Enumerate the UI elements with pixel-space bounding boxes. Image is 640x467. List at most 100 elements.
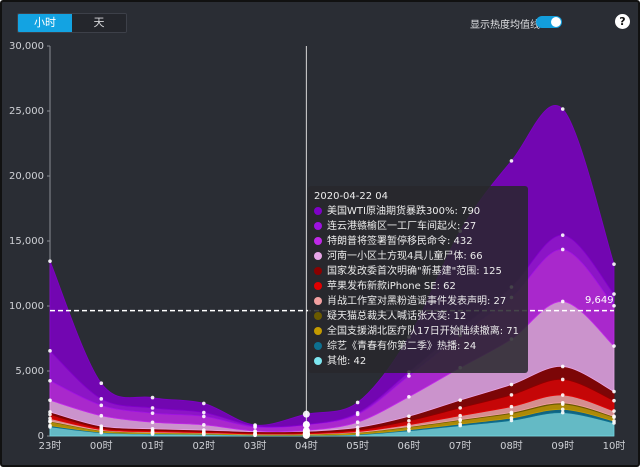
x-tick-label: 02时 <box>192 440 215 452</box>
data-point <box>458 417 462 422</box>
series-color-dot <box>314 207 322 215</box>
y-tick-label: 10,000 <box>9 301 44 312</box>
series-color-dot <box>314 357 322 365</box>
tooltip-row-label: 疑天猫总裁夫人喊话张大奕: 12 <box>327 311 467 322</box>
data-point <box>560 364 565 369</box>
series-color-dot <box>314 342 322 350</box>
x-tick-label: 07时 <box>449 440 472 452</box>
data-point <box>560 407 565 412</box>
data-point <box>612 419 616 423</box>
data-point <box>509 393 514 397</box>
data-point <box>302 410 310 418</box>
series-color-dot <box>314 312 322 320</box>
data-point <box>355 420 360 425</box>
x-tick-label: 08时 <box>500 440 523 452</box>
data-point <box>509 382 514 387</box>
data-point <box>302 420 310 428</box>
data-point <box>355 425 360 430</box>
tooltip-rows: 美国WTI原油期货暴跌300%: 790 连云港赣榆区一工厂车间起火: 27 特朗普… <box>314 204 522 369</box>
x-tick-label: 05时 <box>346 440 369 452</box>
data-point <box>150 420 155 425</box>
data-point <box>509 404 514 409</box>
data-point <box>407 422 411 427</box>
data-point <box>560 233 565 237</box>
tab-hour[interactable]: 小时 <box>18 14 72 32</box>
data-point <box>560 299 565 304</box>
data-point <box>202 414 206 419</box>
data-point <box>612 414 616 419</box>
tooltip-row: 全国支援湖北医疗队17日开始陆续撤离: 71 <box>314 324 522 339</box>
x-tick-label: 09时 <box>551 440 574 452</box>
tooltip-row: 美国WTI原油期货暴跌300%: 790 <box>314 204 522 219</box>
tab-day[interactable]: 天 <box>72 14 126 32</box>
data-point <box>48 412 52 417</box>
data-point <box>612 409 616 413</box>
data-point <box>560 107 565 111</box>
data-point <box>253 423 257 427</box>
data-point <box>458 398 462 402</box>
series-color-dot <box>314 327 322 335</box>
tooltip-row-label: 美国WTI原油期货暴跌300%: 790 <box>327 206 481 217</box>
series-color-dot <box>314 252 322 260</box>
tooltip-row: 肖战工作室对黑粉造谣事件发表声明: 27 <box>314 294 522 309</box>
tooltip-row-label: 特朗普将签署暂停移民命令: 432 <box>327 236 473 247</box>
data-point <box>99 403 104 408</box>
tooltip-title: 2020-04-22 04 <box>314 191 389 202</box>
data-point <box>560 247 565 252</box>
data-point <box>150 395 155 400</box>
data-point <box>355 411 360 415</box>
tooltip-row: 特朗普将签署暂停移民命令: 432 <box>314 234 522 249</box>
data-point <box>560 401 565 405</box>
data-point <box>612 303 616 308</box>
help-icon[interactable]: ? <box>615 14 630 29</box>
data-point <box>612 262 616 266</box>
x-tick-label: 23时 <box>39 440 62 452</box>
data-point <box>407 374 411 378</box>
data-point <box>99 413 104 418</box>
tooltip-row-label: 连云港赣榆区一工厂车间起火: 27 <box>327 221 477 232</box>
data-point <box>99 397 104 401</box>
data-point <box>253 429 257 433</box>
series-color-dot <box>314 237 322 245</box>
data-point <box>407 414 411 419</box>
data-point <box>99 424 104 428</box>
data-point <box>509 416 514 420</box>
tooltip-row-label: 肖战工作室对黑粉造谣事件发表声明: 27 <box>327 296 507 307</box>
tooltip-row-label: 苹果发布新款iPhone SE: 62 <box>327 281 456 292</box>
tooltip-row: 连云港赣榆区一工厂车间起火: 27 <box>314 219 522 234</box>
tooltip-row: 其他: 42 <box>314 354 522 369</box>
data-point <box>48 410 52 414</box>
tooltip-row-label: 国家发改委首次明确"新基建"范围: 125 <box>327 266 502 277</box>
data-point <box>407 394 411 399</box>
tooltip-row: 国家发改委首次明确"新基建"范围: 125 <box>314 264 522 279</box>
tooltip-row: 苹果发布新款iPhone SE: 62 <box>314 279 522 294</box>
data-point <box>355 400 360 405</box>
data-point <box>458 406 462 410</box>
data-point <box>612 292 616 296</box>
data-point <box>202 428 206 432</box>
data-point <box>458 422 462 426</box>
toggle-knob <box>551 17 561 27</box>
data-point <box>509 159 514 163</box>
data-point <box>48 378 52 383</box>
data-point <box>560 410 565 415</box>
y-tick-label: 25,000 <box>9 106 44 117</box>
average-line-toggle-switch[interactable] <box>536 16 562 28</box>
series-color-dot <box>314 267 322 275</box>
data-point <box>302 426 310 434</box>
data-point <box>202 423 206 427</box>
tooltip-row-label: 河南一小区土方现4具儿童尸体: 66 <box>327 251 483 262</box>
series-color-dot <box>314 222 322 230</box>
data-point <box>48 349 52 353</box>
data-point <box>407 427 411 432</box>
data-point <box>48 398 52 403</box>
data-point <box>150 406 155 410</box>
y-tick-label: 5,000 <box>15 366 44 377</box>
data-point <box>612 389 616 394</box>
x-tick-label: 04时 <box>295 440 318 452</box>
data-point <box>509 410 514 415</box>
data-point <box>202 410 206 415</box>
data-point <box>407 418 411 423</box>
data-point <box>458 413 462 418</box>
data-point <box>612 398 616 403</box>
